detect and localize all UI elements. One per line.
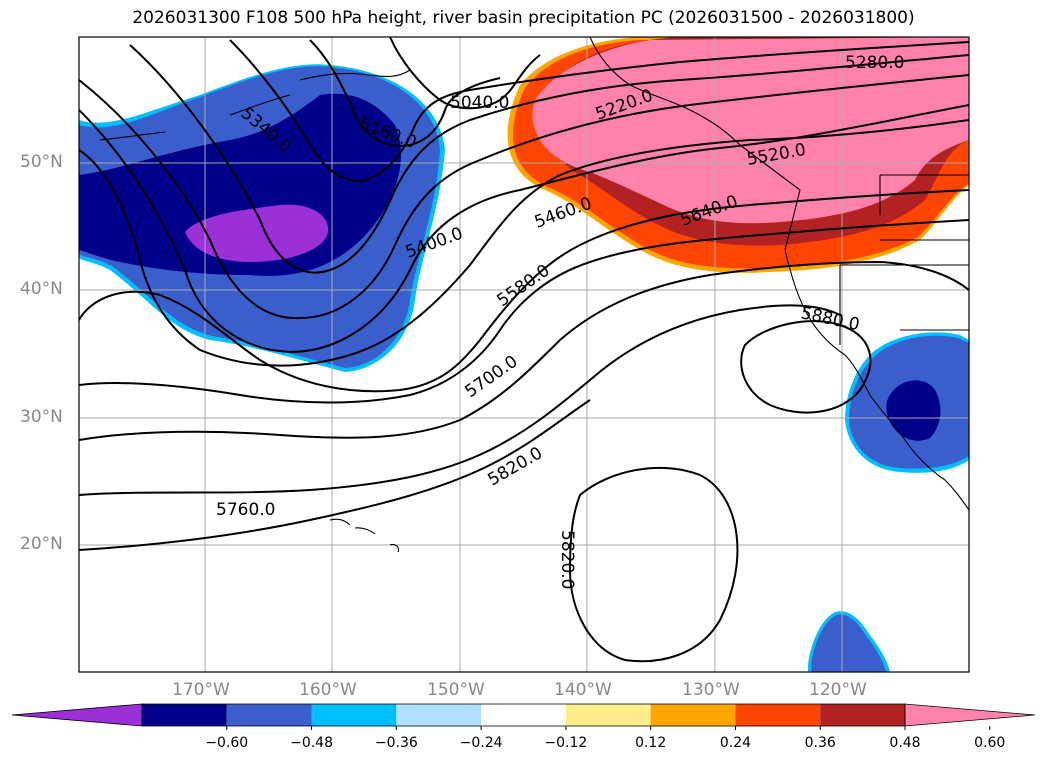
colorbar-tick-label: −0.24 <box>459 735 503 751</box>
lon-label: 160°W <box>299 680 357 700</box>
lat-label: 50°N <box>20 152 63 172</box>
negative-anomaly-deep <box>185 204 329 262</box>
coastlines <box>99 37 969 553</box>
negative-anomaly-s-mid <box>811 614 886 672</box>
colorbar-tick-label: 0.60 <box>974 735 1006 751</box>
lon-label: 170°W <box>172 680 230 700</box>
colorbar-segment <box>396 704 482 726</box>
lat-label: 30°N <box>20 407 63 427</box>
colorbar-extend-high <box>904 703 1036 727</box>
colorbar-segment <box>226 704 312 726</box>
lon-label: 120°W <box>809 680 867 700</box>
colorbar-tick-label: −0.36 <box>374 735 418 751</box>
colorbar-segment <box>820 704 905 726</box>
contour-label: 5280.0 <box>845 53 904 73</box>
map-title: 2026031300 F108 500 hPa height, river ba… <box>132 8 915 28</box>
lat-label: 20°N <box>20 534 63 554</box>
height-contours <box>79 37 969 663</box>
colorbar-frame <box>141 703 906 727</box>
colorbar-segment <box>565 704 651 726</box>
lon-label: 150°W <box>427 680 485 700</box>
contour-label: 5040.0 <box>450 93 509 113</box>
colorbar-tick-label: −0.60 <box>205 735 249 751</box>
colorbar-tick-label: 0.24 <box>719 735 752 751</box>
negative-anomaly-se-dark <box>886 380 941 441</box>
lon-label: 140°W <box>554 680 612 700</box>
lon-label: 130°W <box>682 680 740 700</box>
colorbar-segment <box>142 704 227 726</box>
contour-label: 5760.0 <box>216 500 275 520</box>
colorbar-segment <box>735 704 821 726</box>
colorbar-segment <box>650 704 736 726</box>
colorbar-tick-label: 0.12 <box>635 735 667 751</box>
colorbar-tick-label: 0.48 <box>889 735 921 751</box>
colorbar-extend-low <box>11 703 143 727</box>
lat-label: 40°N <box>20 279 63 299</box>
colorbar-tick-label: −0.12 <box>544 735 588 751</box>
colorbar-segment <box>311 704 397 726</box>
colorbar-tick-label: 0.36 <box>804 735 836 751</box>
map-frame <box>78 36 970 673</box>
colorbar-segment <box>481 704 566 726</box>
colorbar <box>11 703 1036 730</box>
contour-label: 5820.0 <box>557 530 577 589</box>
colorbar-tick-label: −0.48 <box>290 735 333 751</box>
